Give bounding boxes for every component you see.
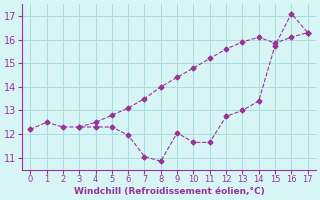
- X-axis label: Windchill (Refroidissement éolien,°C): Windchill (Refroidissement éolien,°C): [74, 187, 264, 196]
